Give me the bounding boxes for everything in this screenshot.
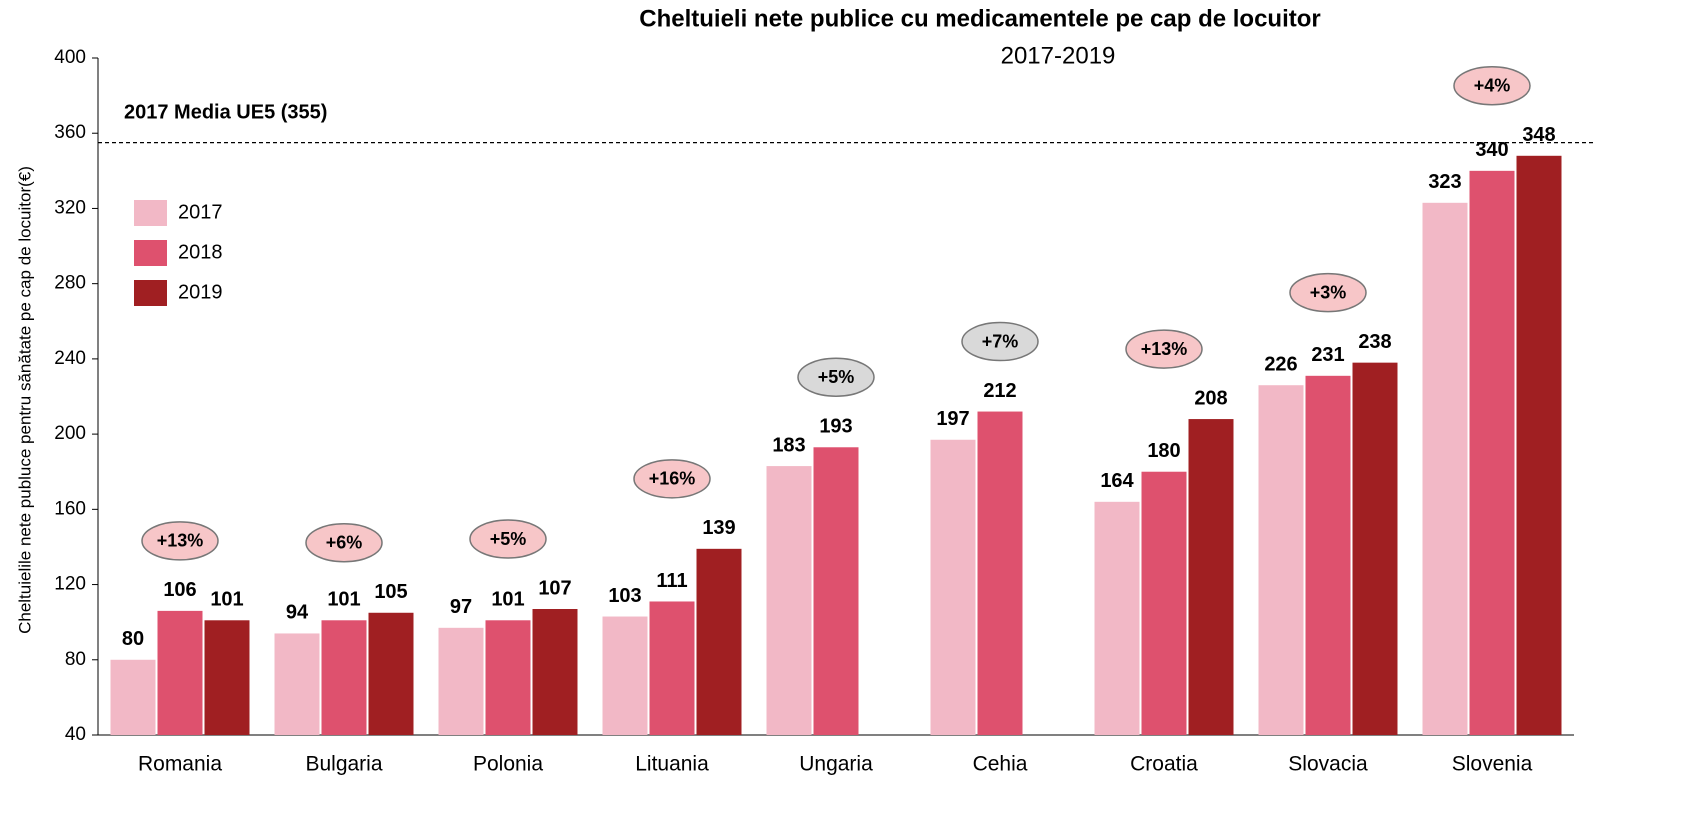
y-tick-label: 320 <box>54 197 86 218</box>
data-label: 212 <box>983 380 1016 402</box>
change-label: +13% <box>157 531 204 551</box>
data-label: 238 <box>1358 331 1391 353</box>
data-label: 105 <box>374 581 407 603</box>
bar <box>1305 375 1351 735</box>
data-label: 111 <box>656 570 687 592</box>
bar <box>602 616 648 735</box>
data-label: 139 <box>702 517 735 539</box>
y-tick-label: 240 <box>54 348 86 369</box>
change-label: +5% <box>818 367 855 387</box>
change-bubble <box>1453 66 1531 106</box>
legend-swatch <box>134 280 167 306</box>
chart-subtitle: 2017-2019 <box>1001 42 1116 69</box>
y-axis-label: Cheltuielile nete publuce pentru sănătat… <box>15 166 34 634</box>
data-label: 101 <box>491 589 524 611</box>
data-label: 80 <box>122 628 144 650</box>
change-label: +5% <box>490 529 527 549</box>
bar <box>930 439 976 735</box>
data-label: 193 <box>819 416 852 438</box>
data-label: 94 <box>286 602 309 624</box>
bar <box>532 609 578 735</box>
y-tick-label: 40 <box>65 724 86 745</box>
bar <box>696 548 742 735</box>
x-tick-label: Romania <box>138 753 222 776</box>
change-bubble <box>141 521 219 561</box>
y-tick-label: 400 <box>54 47 86 68</box>
change-bubble <box>633 459 711 499</box>
data-label: 183 <box>772 434 805 456</box>
bar <box>1352 362 1398 735</box>
bar <box>110 659 156 735</box>
y-tick-label: 360 <box>54 122 86 143</box>
legend-swatch <box>134 200 167 226</box>
chart-title: Cheltuieli nete publice cu medicamentele… <box>639 5 1321 32</box>
change-bubble <box>1125 329 1203 369</box>
change-label: +3% <box>1310 282 1347 302</box>
bar <box>321 620 367 735</box>
bar <box>1258 385 1304 735</box>
bar <box>274 633 320 735</box>
bar <box>766 466 812 735</box>
data-label: 164 <box>1100 470 1134 492</box>
data-label: 180 <box>1147 440 1180 462</box>
bar <box>813 447 859 735</box>
bar <box>977 411 1023 735</box>
bar <box>485 620 531 735</box>
x-tick-label: Polonia <box>473 753 543 776</box>
data-label: 101 <box>327 589 360 611</box>
bar <box>1422 202 1468 735</box>
data-label: 226 <box>1264 353 1297 375</box>
change-bubble <box>469 519 547 559</box>
change-label: +6% <box>326 533 363 553</box>
change-bubble <box>961 321 1039 362</box>
data-label: 348 <box>1522 124 1555 146</box>
reference-label: 2017 Media UE5 (355) <box>124 101 327 123</box>
y-tick-label: 280 <box>54 273 86 294</box>
bar <box>438 627 484 735</box>
y-tick-label: 200 <box>54 423 86 444</box>
x-tick-label: Slovacia <box>1288 753 1368 776</box>
bar <box>368 612 414 735</box>
bar <box>649 601 695 735</box>
data-label: 106 <box>163 579 196 601</box>
legend-label: 2019 <box>178 281 223 303</box>
data-label: 231 <box>1311 344 1344 366</box>
data-label: 323 <box>1428 171 1461 193</box>
change-label: +4% <box>1474 76 1511 96</box>
change-bubble <box>1289 272 1367 313</box>
legend-swatch <box>134 240 167 266</box>
data-label: 107 <box>538 577 571 599</box>
bar <box>1516 155 1562 736</box>
x-tick-label: Croatia <box>1130 753 1198 776</box>
y-tick-label: 120 <box>54 574 86 595</box>
data-label: 101 <box>210 589 243 611</box>
bar <box>1469 170 1515 736</box>
bar <box>1188 419 1234 735</box>
data-label: 97 <box>450 596 472 618</box>
data-label: 208 <box>1194 387 1227 409</box>
legend-label: 2017 <box>178 201 223 223</box>
bar <box>157 610 203 735</box>
change-label: +7% <box>982 331 1019 351</box>
x-tick-label: Lituania <box>635 753 709 776</box>
x-tick-label: Cehia <box>973 753 1028 776</box>
data-label: 103 <box>608 585 641 607</box>
change-label: +13% <box>1141 339 1188 359</box>
x-tick-label: Slovenia <box>1452 753 1533 776</box>
x-tick-label: Ungaria <box>799 753 873 776</box>
x-tick-label: Bulgaria <box>305 753 382 776</box>
change-label: +16% <box>649 469 696 489</box>
bar <box>1094 501 1140 735</box>
y-tick-label: 160 <box>54 498 86 519</box>
change-bubble <box>797 357 875 398</box>
legend-label: 2018 <box>178 241 223 263</box>
change-bubble <box>305 523 383 563</box>
bar <box>1141 471 1187 735</box>
data-label: 340 <box>1475 139 1508 161</box>
bar <box>204 620 250 735</box>
y-tick-label: 80 <box>65 649 86 670</box>
data-label: 197 <box>936 408 969 430</box>
